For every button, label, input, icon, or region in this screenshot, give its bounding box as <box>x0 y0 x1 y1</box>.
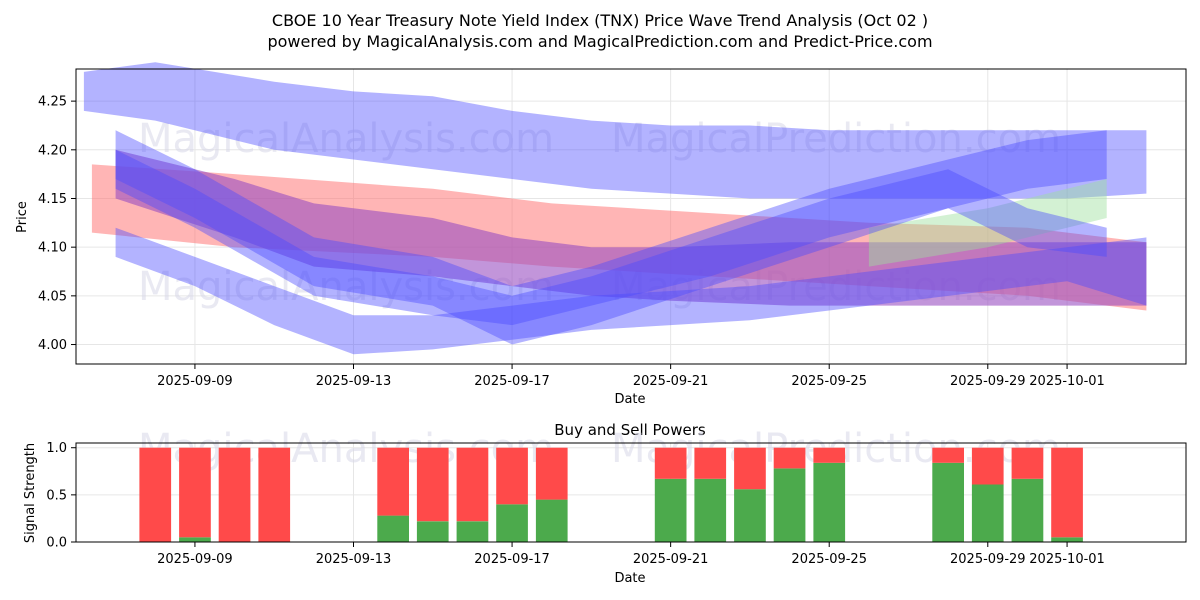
price-band-blue <box>115 130 1107 345</box>
buy-bar <box>1051 537 1083 542</box>
buy-bar <box>813 462 846 542</box>
power-y-ticks: 0.0 0.5 1.0 <box>46 441 76 551</box>
price-x-tick-label: 2025-09-17 <box>474 374 550 389</box>
power-x-ticks: 2025-09-09 2025-09-13 2025-09-17 2025-09-21… <box>157 542 1105 567</box>
sell-bar <box>377 447 409 516</box>
price-x-tick-label: 2025-09-09 <box>157 374 233 389</box>
power-x-tick-label: 2025-09-25 <box>791 552 867 567</box>
buy-bar <box>456 521 489 542</box>
sell-bar <box>932 447 964 463</box>
sell-bar <box>654 447 687 479</box>
price-band-blue <box>115 227 1147 355</box>
buy-bar <box>932 462 964 542</box>
sell-bar <box>535 447 568 500</box>
power-x-tick-label: 2025-09-21 <box>633 552 709 567</box>
buy-bar <box>971 484 1004 542</box>
sell-bar <box>416 447 449 522</box>
sell-bar <box>456 447 489 522</box>
buy-bar <box>734 489 766 542</box>
price-bands <box>83 62 1147 355</box>
price-band-blue <box>115 149 1107 326</box>
price-y-tick-label: 4.20 <box>38 143 67 158</box>
price-y-ticks: 4.00 4.05 4.10 4.15 4.20 4.25 <box>38 95 76 353</box>
sell-bar <box>971 447 1004 485</box>
buy-bar <box>654 478 687 542</box>
buy-bar <box>535 499 568 542</box>
sell-bar <box>258 447 291 542</box>
power-x-tick-label: 2025-09-29 <box>950 552 1026 567</box>
price-y-tick-label: 4.10 <box>38 241 67 256</box>
buy-bar <box>377 515 409 542</box>
sell-bar <box>773 447 806 469</box>
sell-bar <box>1051 447 1083 538</box>
power-x-tick-label: 2025-09-13 <box>316 552 392 567</box>
price-band-green <box>868 179 1107 267</box>
sell-bar <box>179 447 211 538</box>
buy-bar <box>1011 478 1044 542</box>
sell-bar <box>1011 447 1044 479</box>
price-y-tick-label: 4.05 <box>38 289 67 304</box>
power-x-tick-label: 2025-09-17 <box>474 552 550 567</box>
sell-bar <box>496 447 528 505</box>
watermark-text: MagicalAnalysis.com <box>138 116 554 162</box>
buy-bar <box>496 504 528 542</box>
price-y-tick-label: 4.15 <box>38 192 67 207</box>
price-band-blue <box>83 62 1147 199</box>
power-y-tick-label: 0.0 <box>46 536 67 551</box>
sell-bar <box>734 447 766 490</box>
watermark-text: MagicalPrediction.com <box>611 116 1061 162</box>
price-plot-frame <box>75 68 1187 365</box>
price-x-tick-label: 2025-09-13 <box>316 374 392 389</box>
power-y-tick-label: 1.0 <box>46 441 67 456</box>
power-chart-title: Buy and Sell Powers <box>554 421 706 439</box>
sell-bar <box>813 447 846 463</box>
price-band-purple <box>115 149 1147 306</box>
price-y-tick-label: 4.00 <box>38 338 67 353</box>
price-y-label: Price <box>15 201 30 233</box>
chart-title: CBOE 10 Year Treasury Note Yield Index (… <box>272 11 928 30</box>
price-x-tick-label: 2025-09-21 <box>633 374 709 389</box>
buy-bar <box>416 521 449 542</box>
price-chart: MagicalAnalysis.com MagicalPrediction.com… <box>15 62 1187 407</box>
power-bars <box>139 447 1083 542</box>
power-x-tick-label: 2025-10-01 <box>1029 552 1105 567</box>
buy-bar <box>179 537 211 542</box>
power-y-tick-label: 0.5 <box>46 488 67 503</box>
buy-bar <box>773 468 806 542</box>
buy-bar <box>694 478 727 542</box>
price-x-tick-label: 2025-09-25 <box>791 374 867 389</box>
price-x-ticks: 2025-09-09 2025-09-13 2025-09-17 2025-09-21… <box>157 364 1105 389</box>
power-plot-frame <box>75 442 1187 543</box>
sell-bar <box>694 447 727 479</box>
chart-subtitle: powered by MagicalAnalysis.com and Magic… <box>267 32 932 51</box>
price-x-tick-label: 2025-09-29 <box>950 374 1026 389</box>
price-x-tick-label: 2025-10-01 <box>1029 374 1105 389</box>
sell-bar <box>139 447 172 542</box>
price-y-tick-label: 4.25 <box>38 95 67 110</box>
sell-bar <box>218 447 251 542</box>
power-x-tick-label: 2025-09-09 <box>157 552 233 567</box>
power-chart: Buy and Sell Powers MagicalAnalysis.comM… <box>23 421 1187 586</box>
price-x-label: Date <box>614 392 645 407</box>
power-y-label: Signal Strength <box>23 443 38 543</box>
power-x-label: Date <box>614 571 645 586</box>
